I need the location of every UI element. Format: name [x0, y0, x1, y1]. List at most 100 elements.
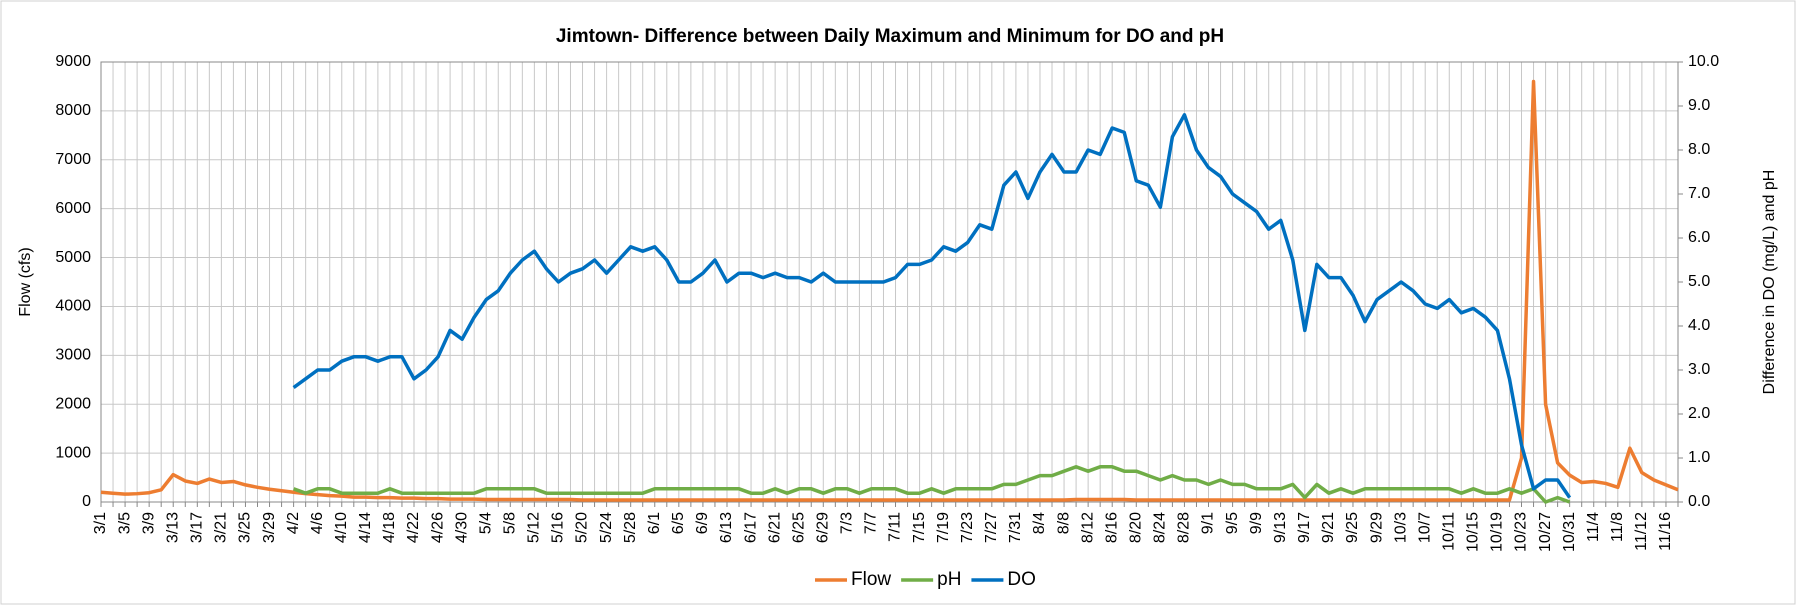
x-tick-label: 11/16 [1657, 512, 1674, 551]
x-tick-label: 9/17 [1296, 512, 1313, 543]
x-tick-label: 5/16 [550, 512, 567, 543]
x-tick-label: 4/30 [453, 512, 470, 543]
x-tick-label: 6/29 [815, 512, 832, 543]
y2-tick-label: 5.0 [1688, 273, 1710, 290]
y-tick-label: 8000 [55, 102, 91, 119]
x-tick-label: 7/31 [1007, 512, 1024, 543]
series-line [292, 113, 1572, 499]
x-tick-label: 4/6 [309, 512, 326, 534]
y2-tick-label: 4.0 [1688, 317, 1710, 334]
x-tick-label: 3/9 [140, 512, 157, 534]
y2-tick-label: 9.0 [1688, 97, 1710, 114]
series-line [293, 465, 1571, 504]
x-tick-label: 8/20 [1128, 512, 1145, 543]
x-tick-label: 10/3 [1392, 512, 1409, 543]
y2-tick-label: 1.0 [1688, 449, 1710, 466]
x-tick-label: 5/4 [477, 512, 494, 534]
x-tick-label: 3/21 [213, 512, 230, 543]
legend-label: pH [937, 569, 961, 590]
y-tick-label: 9000 [55, 53, 91, 70]
x-tick-label: 7/7 [863, 512, 880, 534]
x-tick-label: 4/18 [381, 512, 398, 543]
x-tick-label: 4/26 [429, 512, 446, 543]
x-tick-label: 11/12 [1633, 512, 1650, 551]
x-tick-label: 7/23 [959, 512, 976, 543]
x-tick-label: 10/7 [1416, 512, 1433, 543]
x-tick-label: 4/10 [333, 512, 350, 543]
x-tick-label: 6/21 [766, 512, 783, 543]
y2-tick-label: 6.0 [1688, 229, 1710, 246]
x-tick-label: 9/5 [1224, 512, 1241, 534]
x-tick-label: 8/28 [1176, 512, 1193, 543]
x-tick-label: 10/19 [1489, 512, 1506, 552]
x-tick-label: 8/16 [1103, 512, 1120, 543]
y2-tick-label: 8.0 [1688, 141, 1710, 158]
x-tick-label: 3/17 [189, 512, 206, 543]
x-tick-label: 8/8 [1055, 512, 1072, 534]
x-tick-label: 7/15 [911, 512, 928, 543]
y2-tick-label: 2.0 [1688, 405, 1710, 422]
x-tick-label: 6/25 [790, 512, 807, 543]
y-axis-label: Flow (cfs) [17, 247, 34, 316]
y-tick-label: 2000 [55, 395, 91, 412]
x-tick-label: 3/13 [164, 512, 181, 543]
legend-label: Flow [851, 569, 891, 590]
x-tick-label: 3/29 [261, 512, 278, 543]
y-tick-label: 5000 [55, 249, 91, 266]
x-tick-label: 5/24 [598, 512, 615, 543]
x-tick-label: 5/20 [574, 512, 591, 543]
x-tick-label: 10/27 [1537, 512, 1554, 552]
x-tick-label: 3/25 [237, 512, 254, 543]
x-tick-label: 9/9 [1248, 512, 1265, 534]
x-tick-label: 6/1 [646, 512, 663, 534]
x-tick-label: 8/24 [1152, 512, 1169, 543]
y-tick-label: 3000 [55, 347, 91, 364]
x-tick-label: 10/15 [1465, 512, 1482, 552]
y-tick-label: 0 [82, 493, 91, 510]
x-tick-label: 3/5 [116, 512, 133, 534]
x-tick-label: 6/17 [742, 512, 759, 543]
x-tick-label: 9/25 [1344, 512, 1361, 543]
x-tick-label: 4/22 [405, 512, 422, 543]
x-tick-label: 7/11 [887, 512, 904, 542]
x-tick-label: 11/4 [1585, 512, 1602, 542]
x-tick-label: 9/1 [1200, 512, 1217, 534]
x-tick-label: 6/13 [718, 512, 735, 543]
x-tick-label: 9/21 [1320, 512, 1337, 543]
y-tick-label: 4000 [55, 298, 91, 315]
x-tick-label: 10/23 [1513, 512, 1530, 552]
x-tick-label: 3/1 [92, 512, 109, 534]
y-tick-label: 6000 [55, 200, 91, 217]
y2-tick-label: 0.0 [1688, 493, 1710, 510]
x-tick-label: 5/12 [526, 512, 543, 543]
x-tick-label: 9/13 [1272, 512, 1289, 543]
x-tick-label: 6/9 [694, 512, 711, 534]
x-tick-label: 9/29 [1368, 512, 1385, 543]
y-tick-label: 7000 [55, 151, 91, 168]
x-tick-label: 10/11 [1440, 512, 1457, 551]
y2-tick-label: 3.0 [1688, 361, 1710, 378]
x-tick-label: 6/5 [670, 512, 687, 534]
series-line [100, 79, 1679, 502]
x-tick-label: 11/8 [1609, 512, 1626, 542]
x-tick-label: 7/19 [935, 512, 952, 543]
x-tick-label: 8/4 [1031, 512, 1048, 534]
y2-axis-label: Difference in DO (mg/L) and pH [1761, 170, 1778, 395]
legend-label: DO [1007, 569, 1036, 590]
x-tick-label: 7/3 [839, 512, 856, 534]
x-tick-label: 10/31 [1561, 512, 1578, 552]
y2-tick-label: 10.0 [1688, 53, 1719, 70]
y-tick-label: 1000 [55, 444, 91, 461]
x-tick-label: 7/27 [983, 512, 1000, 543]
y2-tick-label: 7.0 [1688, 185, 1710, 202]
plot-frame [100, 61, 1679, 503]
x-tick-label: 8/12 [1079, 512, 1096, 543]
x-tick-label: 5/8 [502, 512, 519, 534]
x-tick-label: 4/2 [285, 512, 302, 534]
chart-title: Jimtown- Difference between Daily Maximu… [556, 26, 1224, 47]
x-tick-label: 5/28 [622, 512, 639, 543]
x-tick-label: 4/14 [357, 512, 374, 543]
